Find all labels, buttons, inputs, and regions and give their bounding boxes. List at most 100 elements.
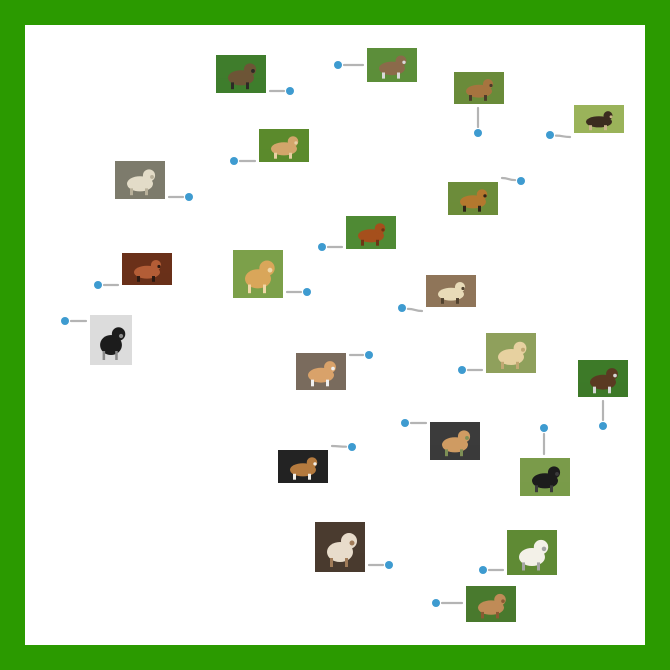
- dog-leg-shape: [516, 361, 519, 369]
- connector-line-3: [554, 134, 572, 139]
- anchor-dot-12: [365, 351, 373, 359]
- dog-leg-shape: [308, 473, 311, 480]
- dog-thumbnail-yellow-lab-standing[interactable]: [486, 333, 536, 373]
- dog-head-shape: [533, 539, 549, 555]
- dog-thumbnail-shepherd-standing[interactable]: [454, 72, 504, 104]
- dog-leg-shape: [274, 152, 277, 159]
- anchor-dot-15: [401, 419, 409, 427]
- dog-leg-shape: [535, 485, 538, 493]
- dog-leg-shape: [522, 562, 525, 571]
- dog-accent-shape: [613, 373, 617, 378]
- dog-thumbnail-brown-retriever[interactable]: [346, 216, 396, 249]
- dog-leg-shape: [376, 239, 379, 246]
- anchor-dot-3: [546, 131, 554, 139]
- anchor-dot-11: [398, 304, 406, 312]
- dog-leg-shape: [469, 95, 472, 101]
- connector-line-6: [500, 176, 517, 182]
- dog-thumbnail-labrador-outdoors[interactable]: [426, 275, 476, 307]
- thumbnail-ground: [315, 553, 365, 572]
- thumbnail-ground: [448, 202, 498, 215]
- dog-accent-shape: [150, 175, 154, 179]
- dog-thumbnail-black-labrador[interactable]: [520, 458, 570, 496]
- thumbnail-ground: [578, 382, 628, 397]
- dog-accent-shape: [381, 228, 385, 232]
- dog-leg-shape: [330, 558, 333, 567]
- thumbnail-ground: [486, 357, 536, 373]
- anchor-dot-19: [479, 566, 487, 574]
- dog-head-shape: [142, 169, 156, 182]
- dog-accent-shape: [489, 83, 493, 88]
- dog-leg-shape: [115, 351, 118, 360]
- dog-thumbnail-german-shepherd-side[interactable]: [574, 105, 624, 133]
- dog-leg-shape: [311, 379, 314, 387]
- dog-leg-shape: [248, 284, 251, 294]
- dog-leg-shape: [445, 449, 448, 457]
- thumbnail-ground: [216, 78, 266, 93]
- anchor-dot-8: [318, 243, 326, 251]
- thumbnail-ground: [574, 122, 624, 133]
- anchor-dot-7: [94, 281, 102, 289]
- thumbnail-ground: [233, 279, 283, 298]
- anchor-dot-18: [385, 561, 393, 569]
- dog-accent-shape: [331, 366, 335, 371]
- anchor-dot-0: [286, 87, 294, 95]
- dog-leg-shape: [593, 386, 596, 394]
- thumbnail-ground: [296, 375, 346, 390]
- dog-leg-shape: [397, 72, 400, 79]
- thumbnail-ground: [426, 294, 476, 307]
- dog-accent-shape: [609, 115, 613, 119]
- thumbnail-ground: [454, 91, 504, 104]
- dog-thumbnail-golden-retriever-lying[interactable]: [233, 250, 283, 298]
- dog-leg-shape: [501, 361, 504, 369]
- anchor-dot-6: [517, 177, 525, 185]
- dog-leg-shape: [231, 82, 234, 90]
- dog-thumbnail-shepherd-lying[interactable]: [448, 182, 498, 215]
- thumbnail-ground: [115, 184, 165, 199]
- dog-accent-shape: [461, 286, 465, 291]
- dog-head-shape: [324, 361, 336, 373]
- dog-leg-shape: [481, 611, 484, 619]
- dog-accent-shape: [465, 436, 469, 440]
- anchor-dot-16: [348, 443, 356, 451]
- dog-thumbnail-bulldog-grass[interactable]: [466, 586, 516, 622]
- anchor-dot-14: [599, 422, 607, 430]
- dog-thumbnail-golden-doodle[interactable]: [259, 129, 309, 162]
- dog-thumbnail-bulldog-face[interactable]: [315, 522, 365, 572]
- thumbnail-ground: [520, 481, 570, 496]
- dog-accent-shape: [118, 333, 124, 339]
- dog-thumbnail-white-terrier-grass[interactable]: [507, 530, 557, 575]
- dog-accent-shape: [501, 599, 505, 603]
- dog-thumbnail-yorkshire-terrier[interactable]: [216, 55, 266, 93]
- dog-thumbnail-red-poodle[interactable]: [122, 253, 172, 285]
- dog-thumbnail-white-doodle-lying[interactable]: [115, 161, 165, 199]
- dog-leg-shape: [589, 125, 592, 131]
- dog-leg-shape: [152, 276, 155, 282]
- thumbnail-ground: [90, 346, 132, 365]
- dog-leg-shape: [550, 485, 553, 493]
- dog-thumbnail-small-dog-fence[interactable]: [430, 422, 480, 460]
- anchor-dot-2: [474, 129, 482, 137]
- dog-thumbnail-black-poodle-bw[interactable]: [90, 315, 132, 365]
- dog-thumbnail-terrier-on-grass[interactable]: [367, 48, 417, 82]
- dog-leg-shape: [537, 562, 540, 571]
- dog-leg-shape: [604, 125, 607, 131]
- dog-thumbnail-beagle-mix-snow[interactable]: [296, 353, 346, 390]
- dog-head-shape: [259, 260, 275, 276]
- thumbnail-ground: [259, 149, 309, 162]
- dog-leg-shape: [289, 152, 292, 159]
- thumbnail-ground: [122, 272, 172, 285]
- dog-head-shape: [547, 466, 561, 479]
- dog-head-shape: [606, 368, 618, 380]
- thumbnail-ground: [367, 69, 417, 82]
- dog-leg-shape: [463, 205, 466, 212]
- thumbnail-ground: [278, 470, 328, 483]
- dog-leg-shape: [102, 351, 106, 360]
- dog-head-shape: [457, 430, 471, 443]
- connector-line-11: [406, 307, 424, 313]
- thumbnail-ground: [507, 557, 557, 575]
- dog-thumbnail-beagle-head[interactable]: [278, 450, 328, 483]
- anchor-dot-1: [334, 61, 342, 69]
- dog-thumbnail-chocolate-labrador[interactable]: [578, 360, 628, 397]
